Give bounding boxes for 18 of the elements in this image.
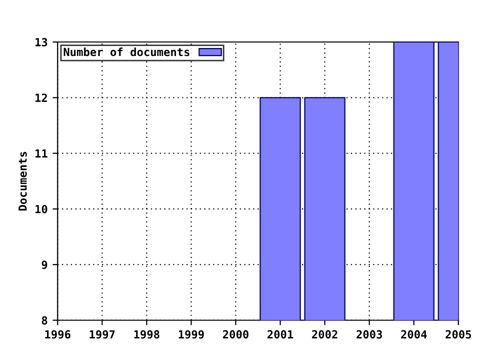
x-tick-label: 2004 [401,330,427,339]
legend-label: Number of documents [64,48,190,56]
x-tick-label: 1997 [90,330,115,339]
y-tick-label: 11 [36,149,48,158]
y-tick-label: 12 [36,94,47,102]
x-tick-label: 1996 [45,330,70,339]
y-axis-title: Documents [18,152,27,210]
x-tick-label: 1999 [178,330,204,339]
y-tick-label: 10 [36,204,48,214]
y-tick-label: 8 [42,316,48,325]
x-tick-label: 1998 [134,330,160,339]
x-tick-label: 2003 [356,330,382,339]
x-tick-label: 2002 [312,330,338,339]
x-tick-label: 2005 [446,330,472,339]
x-tick-label: 2001 [268,330,294,339]
x-tick-label: 2000 [222,330,248,339]
y-tick-label: 9 [42,260,48,270]
y-tick-label: 13 [36,38,48,46]
